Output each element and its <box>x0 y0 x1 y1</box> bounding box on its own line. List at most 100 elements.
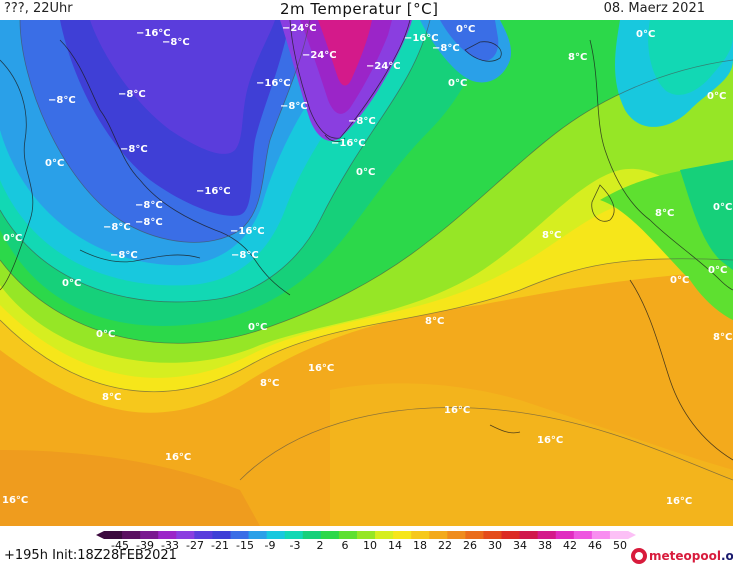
coast-svalbard <box>464 41 502 62</box>
temp-label: −8°C <box>348 116 376 127</box>
colorbar-tick-label: 2 <box>316 539 324 552</box>
colorbar-segment <box>176 531 195 539</box>
colorbar-tick-label: -39 <box>136 539 154 552</box>
temp-label: 0°C <box>448 78 467 89</box>
coast-europe <box>649 219 733 291</box>
colorbar-segment <box>519 531 539 539</box>
colorbar-tick-label: 42 <box>563 539 577 552</box>
colorbar-segment <box>230 531 250 539</box>
coast-norway <box>589 39 651 221</box>
temp-label: −8°C <box>48 95 76 106</box>
isotherm-16 <box>0 258 733 393</box>
temp-label: 16°C <box>444 405 470 416</box>
colorbar-tick-label: -27 <box>186 539 204 552</box>
temp-label: 0°C <box>356 167 375 178</box>
temp-label: 8°C <box>425 316 444 327</box>
colorbar-segment <box>122 531 141 539</box>
coast-greenland-tip <box>324 134 346 142</box>
temp-label: −16°C <box>196 186 231 197</box>
colorbar-segment <box>375 531 394 539</box>
temp-label: 16°C <box>165 452 191 463</box>
isotherms <box>0 20 733 481</box>
temp-label: −8°C <box>135 200 163 211</box>
run-info: +195h Init:18Z28FEB2021 <box>4 548 177 563</box>
colorbar-segment <box>429 531 448 539</box>
temp-label: −8°C <box>280 101 308 112</box>
colorbar-segment <box>302 531 322 539</box>
colorbar-tick-label: 34 <box>513 539 527 552</box>
colorbar-tick-label: -15 <box>236 539 254 552</box>
temp-label: −16°C <box>230 226 265 237</box>
colorbar-segment <box>320 531 340 539</box>
isotherm-0 <box>0 20 431 303</box>
map-header: ???, 22Uhr 2m Temperatur [°C] 08. Maerz … <box>0 0 733 20</box>
coast-st-lawrence <box>79 249 201 263</box>
temp-label: 0°C <box>707 91 726 102</box>
temp-label: 0°C <box>456 24 475 35</box>
temp-label: −24°C <box>366 61 401 72</box>
temp-label: −16°C <box>331 138 366 149</box>
temperature-map: −16°C −8°C −24°C −24°C −16°C 0°C −8°C −2… <box>0 20 733 526</box>
coast-iberia-africa <box>629 279 733 461</box>
temp-label: −8°C <box>103 222 131 233</box>
colorbar-segment <box>537 531 557 539</box>
colorbar-tick-label: -9 <box>264 539 276 552</box>
temp-label: −16°C <box>136 28 171 39</box>
colorbar-arrow-right <box>628 531 636 539</box>
colorbar-segment <box>158 531 177 539</box>
temp-label: −8°C <box>135 217 163 228</box>
temp-label: 8°C <box>260 378 279 389</box>
temp-band-minus22 <box>90 20 275 154</box>
colorbar-segment <box>248 531 268 539</box>
south-west-warm <box>0 450 260 526</box>
colorbar-segment <box>212 531 231 539</box>
colorbar-tick-label: -3 <box>289 539 301 552</box>
temp-label: −8°C <box>162 37 190 48</box>
colorbar-segment <box>284 531 304 539</box>
temp-label: 8°C <box>542 230 561 241</box>
svalbard-colder <box>440 20 499 61</box>
temp-label: 16°C <box>537 435 563 446</box>
temp-label: −8°C <box>432 43 460 54</box>
temp-label: −8°C <box>231 250 259 261</box>
colorbar-segment <box>447 531 466 539</box>
temp-label: 0°C <box>713 202 732 213</box>
temp-label: −8°C <box>120 144 148 155</box>
colorbar-segment <box>356 531 376 539</box>
coast-hudson <box>59 39 141 181</box>
valid-time: ???, 22Uhr <box>4 1 73 16</box>
colorbar-tick-label: 50 <box>613 539 627 552</box>
temperature-field: −16°C −8°C −24°C −24°C −16°C 0°C −8°C −2… <box>0 20 733 526</box>
temp-label: −8°C <box>118 89 146 100</box>
logo-text: meteopool.org <box>649 549 733 563</box>
colorbar-ticks: -45 -39 -33 -27 -21 -15 -9 -3 2 6 10 14 18 22 26 30 34 38… <box>0 539 733 553</box>
logo-main: meteopool <box>649 549 721 563</box>
colorbar-tick-label: 30 <box>488 539 502 552</box>
temp-label: 8°C <box>568 52 587 63</box>
map-title: 2m Temperatur [°C] <box>280 0 439 18</box>
temp-label: 0°C <box>62 278 81 289</box>
temp-label: 0°C <box>96 329 115 340</box>
colorbar-segment <box>140 531 159 539</box>
isotherm-16-south <box>239 407 733 481</box>
europe-east-cool <box>680 160 733 270</box>
coast-greenland-east <box>339 20 411 139</box>
colorbar-segment <box>573 531 593 539</box>
valid-date: 08. Maerz 2021 <box>603 1 705 16</box>
temp-label: 16°C <box>308 363 334 374</box>
colorbar-segment <box>104 531 123 539</box>
temp-label: −24°C <box>282 23 317 34</box>
temp-label: 8°C <box>102 392 121 403</box>
colorbar-segment <box>609 531 629 539</box>
colorbar-segment <box>483 531 503 539</box>
temp-label: 0°C <box>636 29 655 40</box>
colorbar-tick-label: 18 <box>413 539 427 552</box>
colorbar-tick-label: 14 <box>388 539 402 552</box>
temp-label: 0°C <box>670 275 689 286</box>
colorbar-segment <box>465 531 484 539</box>
temperature-labels: −16°C −8°C −24°C −24°C −16°C 0°C −8°C −2… <box>2 23 732 507</box>
temp-label: −8°C <box>110 250 138 261</box>
colorbar-segment <box>501 531 521 539</box>
colorbar-segment <box>266 531 286 539</box>
colorbar-segments <box>96 531 636 539</box>
